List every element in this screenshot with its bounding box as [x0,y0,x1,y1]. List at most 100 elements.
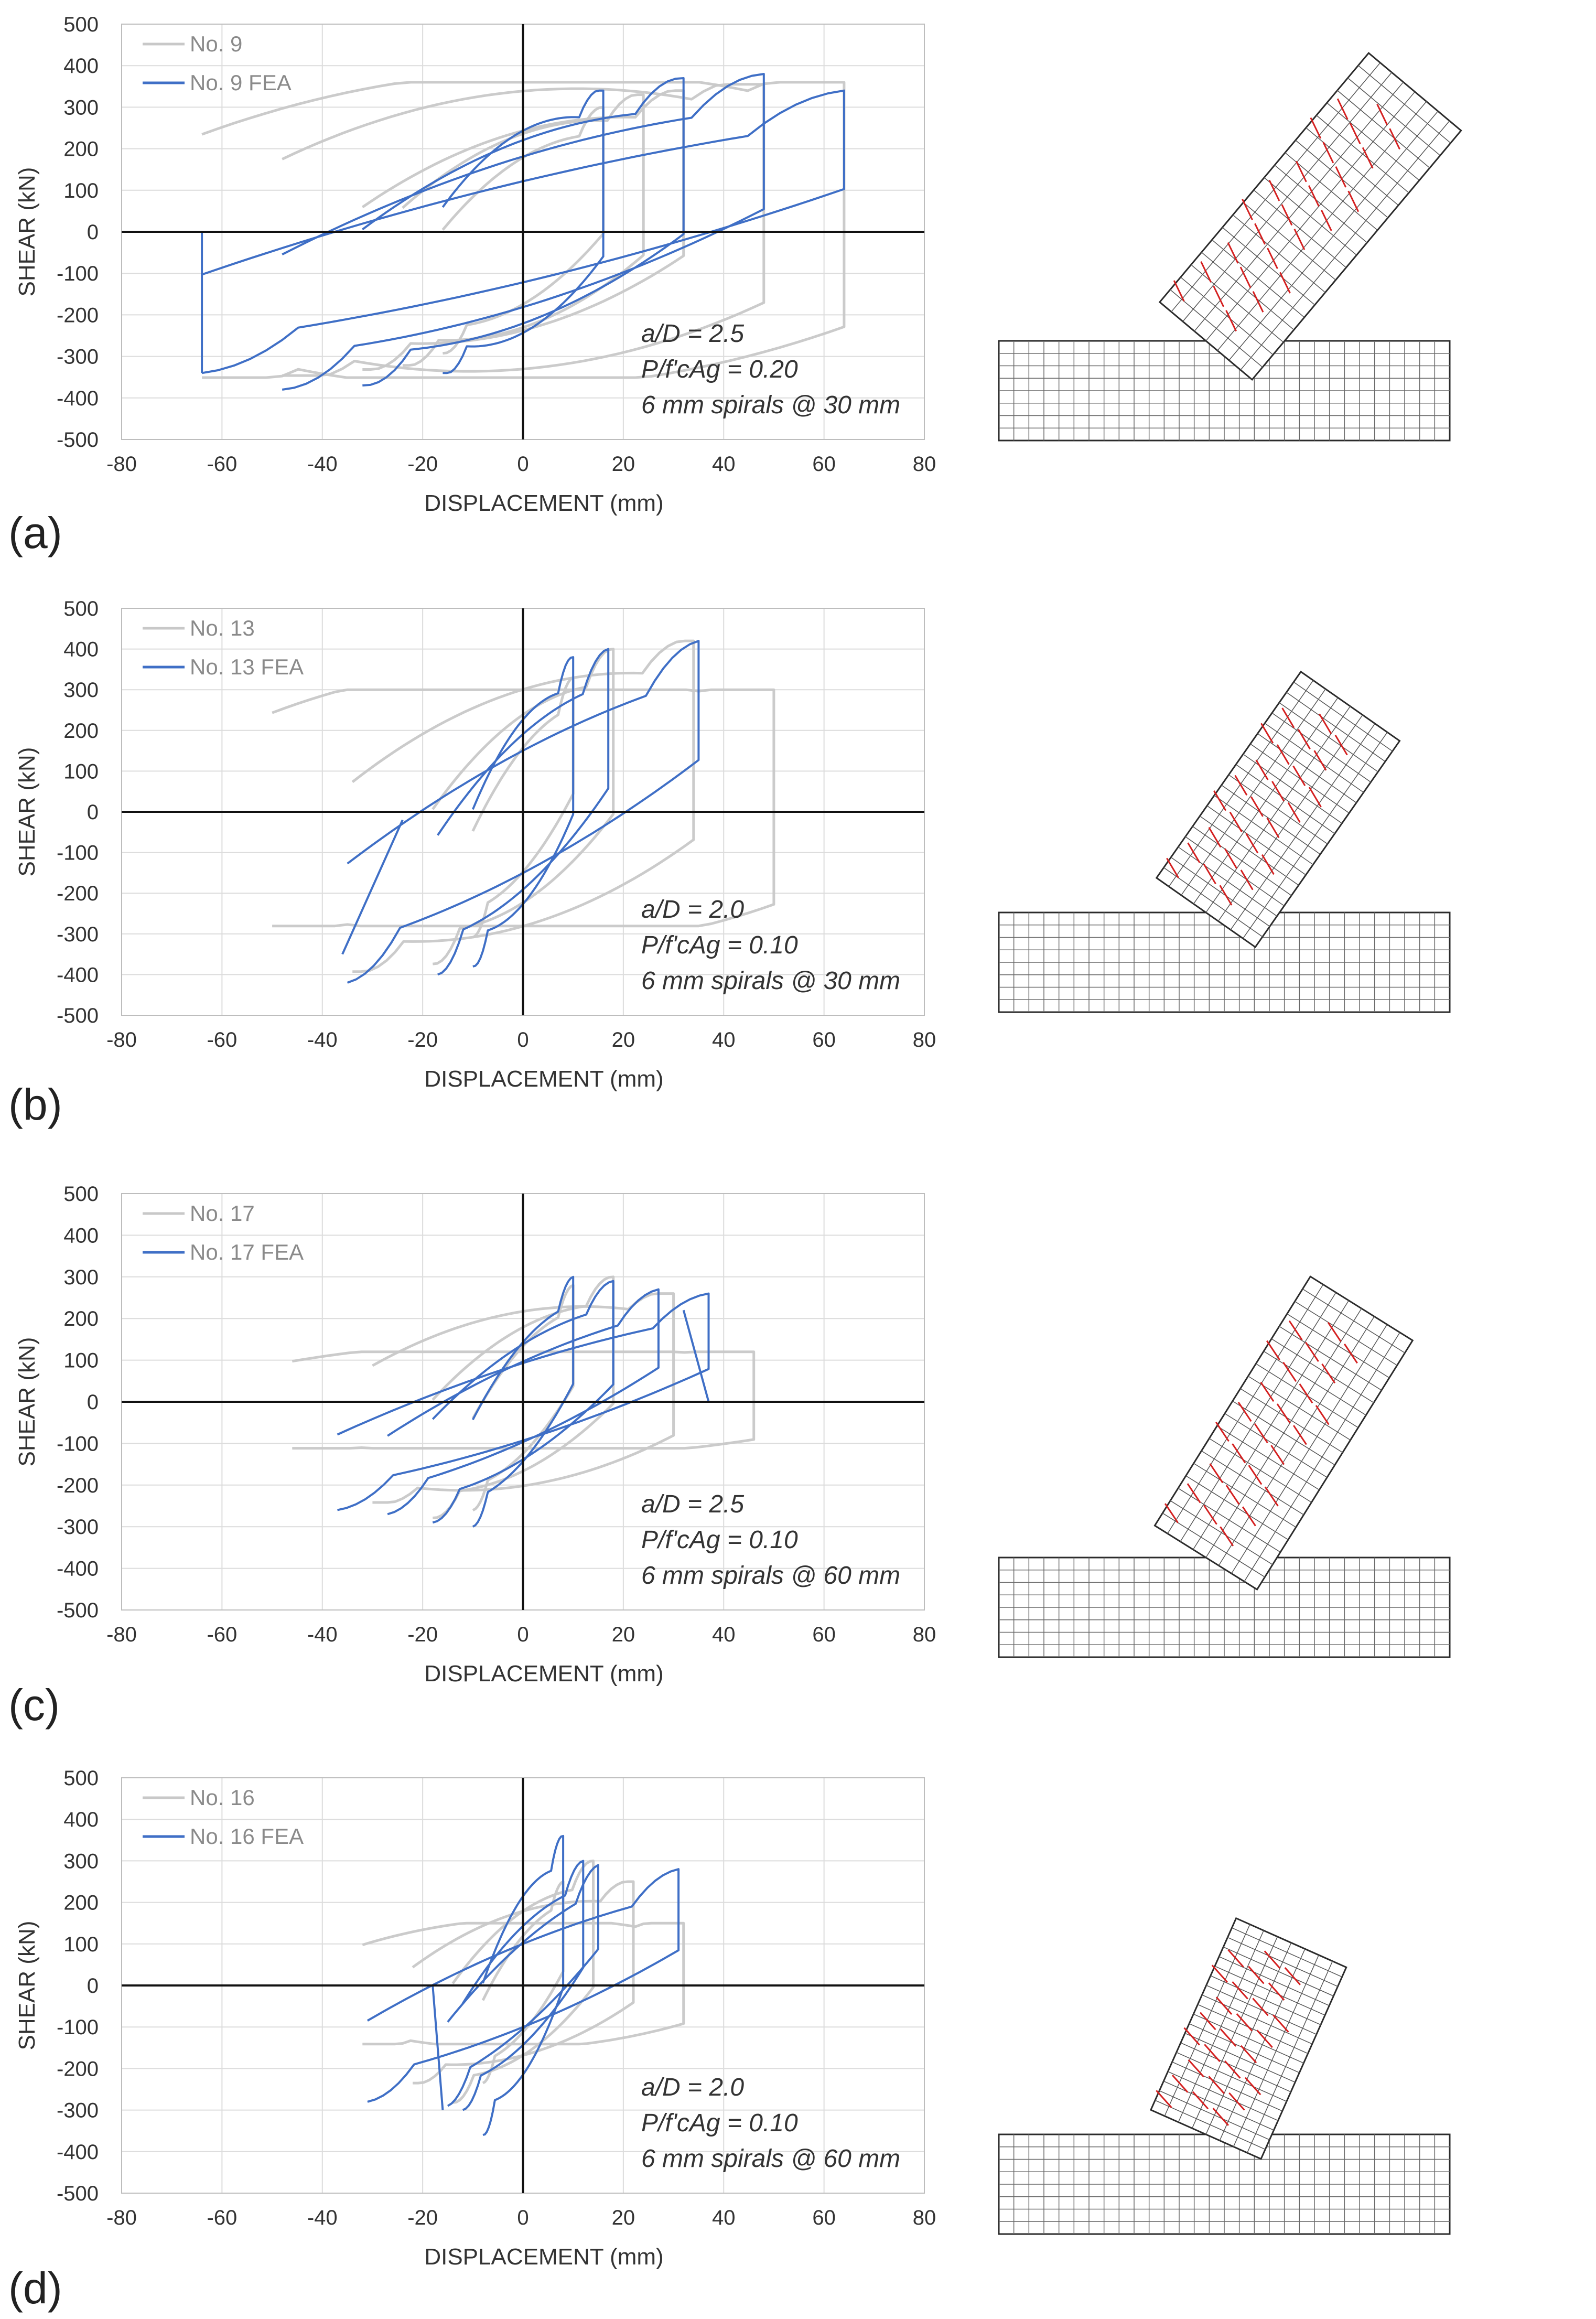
mesh-line [1193,697,1339,904]
crack-mark [1228,2092,1245,2111]
x-tick-label: 80 [913,1028,936,1051]
crack-mark [1225,310,1237,332]
crack-mark [1203,1505,1217,1525]
mesh-line [1192,1936,1278,2129]
hysteresis-loop [437,648,610,976]
x-axis-label: DISPLACEMENT (mm) [424,1066,663,1092]
mesh-line [1192,1300,1350,1550]
x-tick-label: 80 [913,453,936,476]
y-tick-label: 500 [63,13,99,36]
crack-mark [1261,854,1275,875]
crack-mark [1220,2028,1237,2047]
crack-mark [1268,1982,1285,2001]
crack-mark [1255,759,1269,780]
crack-mark [1252,1998,1269,2016]
annotation-aspect-ratio: a/D = 2.5 [641,1490,744,1518]
annotation-aspect-ratio: a/D = 2.5 [641,320,744,348]
y-tick-label: -300 [57,346,99,369]
y-tick-label: -200 [57,304,99,327]
x-tick-label: 20 [612,453,635,476]
legend: No. 9 No. 9 FEA [143,31,292,95]
series-tail [432,1985,444,2110]
y-tick-label: -300 [57,1516,99,1539]
crack-mark [1188,2059,1205,2078]
hysteresis-loop [347,640,700,984]
hysteresis-loop [292,1350,756,1450]
mesh-line [1178,1930,1264,2122]
x-tick-label: 40 [712,1623,736,1646]
crack-mark [1252,291,1264,313]
series-tail [682,1309,710,1402]
legend: No. 17 No. 17 FEA [143,1201,304,1264]
crack-mark [1239,266,1252,288]
mesh-line [1243,732,1388,939]
crack-mark [1203,863,1216,885]
mesh-line [1247,1961,1333,2153]
crack-mark [1224,848,1238,869]
x-tick-label: 60 [812,1028,836,1051]
hysteresis-loop [362,1921,685,2046]
annotation-spirals: 6 mm spirals @ 60 mm [641,1562,900,1590]
x-tick-label: 20 [612,1623,635,1646]
x-tick-label: -60 [207,453,237,476]
mesh-line [1240,121,1450,370]
x-tick-label: -80 [106,2206,137,2229]
crack-mark [1281,204,1293,226]
y-axis-label: SHEAR (kN) [14,1921,40,2050]
crack-mark [1319,713,1332,734]
x-tick-label: -80 [106,453,137,476]
crack-mark [1362,147,1374,169]
y-axis-label: SHEAR (kN) [14,1337,40,1467]
x-tick-label: -60 [207,2206,237,2229]
crack-mark [1229,811,1243,832]
crack-mark [1271,781,1285,802]
crack-mark [1156,2090,1172,2108]
mesh-line [1230,723,1376,930]
crack-mark [1335,166,1347,188]
mesh-line [1231,1324,1388,1574]
y-tick-label: 0 [87,801,99,824]
fea-mesh-image [998,670,1451,1013]
annotation-axial-load: P/f'cAg = 0.10 [641,931,798,959]
crack-mark [1208,827,1222,848]
crack-mark [1347,190,1360,212]
crack-mark [1225,1485,1240,1505]
crack-mark [1310,117,1322,139]
crack-mark [1244,2077,1261,2096]
y-axis-label: SHEAR (kN) [14,167,40,297]
crack-mark [1232,1981,1248,2000]
annotation-aspect-ratio: a/D = 2.0 [641,896,744,924]
x-axis-label: DISPLACEMENT (mm) [424,2244,663,2270]
legend-label-fea: No. 16 FEA [190,1824,304,1849]
legend-label-test: No. 13 [190,616,255,640]
mesh-line [1194,82,1404,332]
crack-mark [1256,2030,1273,2048]
annotation-axial-load: P/f'cAg = 0.10 [641,2109,798,2137]
crack-mark [1321,1363,1336,1384]
crack-mark [1208,2076,1225,2094]
crack-mark [1227,1949,1244,1968]
crack-mark [1254,1423,1268,1444]
crack-mark [1288,1320,1303,1340]
fea-mesh-image [998,1917,1451,2235]
y-tick-label: -200 [57,2057,99,2080]
x-axis-label: DISPLACEMENT (mm) [424,1661,663,1687]
y-tick-label: -200 [57,882,99,905]
panel-label: (d) [8,2263,62,2313]
annotation-spirals: 6 mm spirals @ 30 mm [641,391,900,419]
crack-mark [1320,209,1332,231]
mesh-line [1228,111,1439,361]
y-tick-label: 400 [63,638,99,661]
crack-mark [1264,1486,1279,1507]
panel-label: (c) [8,1680,60,1730]
crack-mark [1334,735,1348,756]
y-tick-label: 200 [63,1892,99,1915]
crack-mark [1164,1503,1179,1523]
hysteresis-loop [272,688,775,928]
x-tick-label: 0 [517,2206,529,2229]
crack-mark [1270,1445,1285,1465]
crack-mark [1282,1361,1297,1382]
crack-mark [1292,765,1306,786]
chart-panel-1: -80 -60 -40 -20 0 20 40 60 805004003002001000-10… [8,13,1462,557]
